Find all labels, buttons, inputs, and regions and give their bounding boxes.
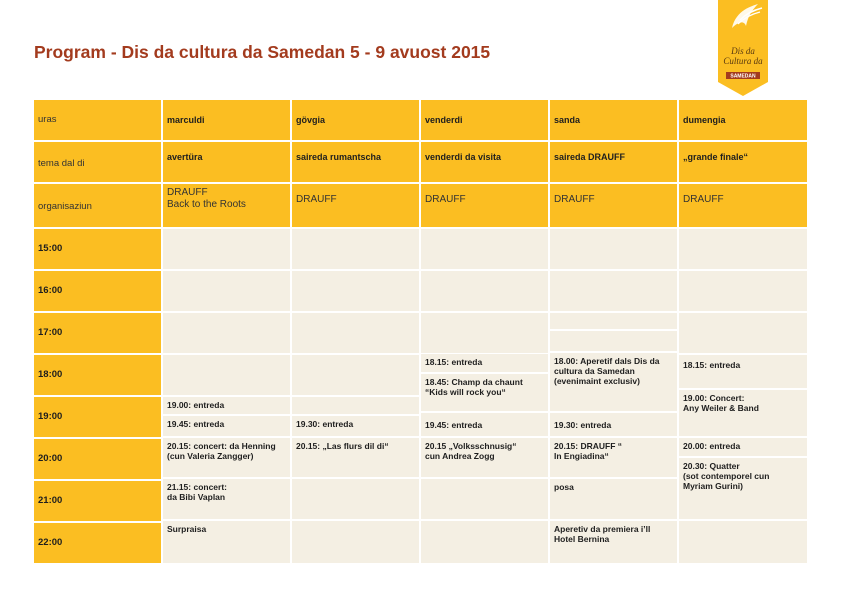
event-cell: 19.00: Concert: Any Weiler & Band (679, 390, 807, 436)
day-header: marculdi (163, 100, 290, 140)
time-label: 20:00 (34, 439, 161, 479)
time-label: 21:00 (34, 481, 161, 521)
empty-cell (292, 229, 419, 269)
empty-cell (421, 229, 548, 269)
event-cell: 19.30: entreda (292, 416, 419, 436)
event-cell: Aperetiv da premiera i’ll Hotel Bernina (550, 521, 677, 563)
event-cell: 19.45: entreda (421, 413, 548, 436)
event-cell: 18.00: Aperetif dals Dis da cultura da S… (550, 353, 677, 411)
empty-cell (163, 271, 290, 311)
empty-cell (292, 479, 419, 519)
time-label: 16:00 (34, 271, 161, 311)
tema-cell: „grande finale“ (679, 142, 807, 182)
event-cell: 18.15: entreda (679, 355, 807, 388)
page-title: Program - Dis da cultura da Samedan 5 - … (34, 42, 491, 62)
tema-label: tema dal di (34, 142, 161, 182)
empty-cell (550, 313, 677, 329)
event-cell: 18.45: Champ da chaunt “Kids will rock y… (421, 374, 548, 411)
empty-cell (679, 313, 807, 353)
event-cell: 21.15: concert: da Bibi Vaplan (163, 479, 290, 519)
day-header: dumengia (679, 100, 807, 140)
day-header: sanda (550, 100, 677, 140)
logo-text: Dis da (730, 46, 755, 56)
org-cell: DRAUFF Back to the Roots (163, 184, 290, 227)
event-cell: Surpraisa (163, 521, 290, 563)
empty-cell (292, 271, 419, 311)
tema-cell: venderdi da visita (421, 142, 548, 182)
logo-emblem: Dis da Cultura da SAMEDAN (718, 0, 768, 96)
empty-cell (550, 229, 677, 269)
event-cell: 20.30: Quatter (sot contemporel cun Myri… (679, 458, 807, 519)
empty-cell (679, 521, 807, 563)
event-cell: posa (550, 479, 677, 519)
empty-cell (550, 331, 677, 351)
time-label: 18:00 (34, 355, 161, 395)
svg-text:Cultura da: Cultura da (723, 56, 763, 66)
empty-cell (292, 397, 419, 414)
org-cell: DRAUFF (292, 184, 419, 227)
event-cell: 20.15 „Volksschnusig“ cun Andrea Zogg (421, 438, 548, 477)
event-cell: 20.00: entreda (679, 438, 807, 456)
time-label: 17:00 (34, 313, 161, 353)
empty-cell (421, 271, 548, 311)
tema-cell: saireda DRAUFF (550, 142, 677, 182)
empty-cell (163, 355, 290, 395)
event-cell: 19.00: entreda (163, 397, 290, 414)
empty-cell (292, 313, 419, 353)
time-label: 22:00 (34, 523, 161, 563)
empty-cell (163, 229, 290, 269)
empty-cell (163, 313, 290, 353)
org-label: organisaziun (34, 184, 161, 227)
org-cell: DRAUFF (550, 184, 677, 227)
empty-cell (679, 229, 807, 269)
event-cell: 18.15: entreda (421, 354, 548, 372)
logo-subtext: SAMEDAN (730, 74, 756, 80)
event-cell: 20.15: „Las flurs dil di“ (292, 438, 419, 477)
event-cell: 19.45: entreda (163, 416, 290, 436)
time-label: 19:00 (34, 397, 161, 437)
day-header: venderdi (421, 100, 548, 140)
empty-cell (550, 271, 677, 311)
event-cell: 19.30: entreda (550, 413, 677, 436)
event-cell: 20.15: concert: da Henning (cun Valeria … (163, 438, 290, 477)
empty-cell (679, 271, 807, 311)
empty-cell (421, 521, 548, 563)
org-cell: DRAUFF (679, 184, 807, 227)
time-label: 15:00 (34, 229, 161, 269)
empty-cell (292, 355, 419, 395)
org-cell: DRAUFF (421, 184, 548, 227)
empty-cell (421, 479, 548, 519)
tema-cell: saireda rumantscha (292, 142, 419, 182)
empty-cell (421, 313, 548, 353)
day-header: gövgia (292, 100, 419, 140)
empty-cell (292, 521, 419, 563)
tema-cell: avertüra (163, 142, 290, 182)
uras-label: uras (34, 100, 161, 140)
event-cell: 20.15: DRAUFF “ In Engiadina“ (550, 438, 677, 477)
